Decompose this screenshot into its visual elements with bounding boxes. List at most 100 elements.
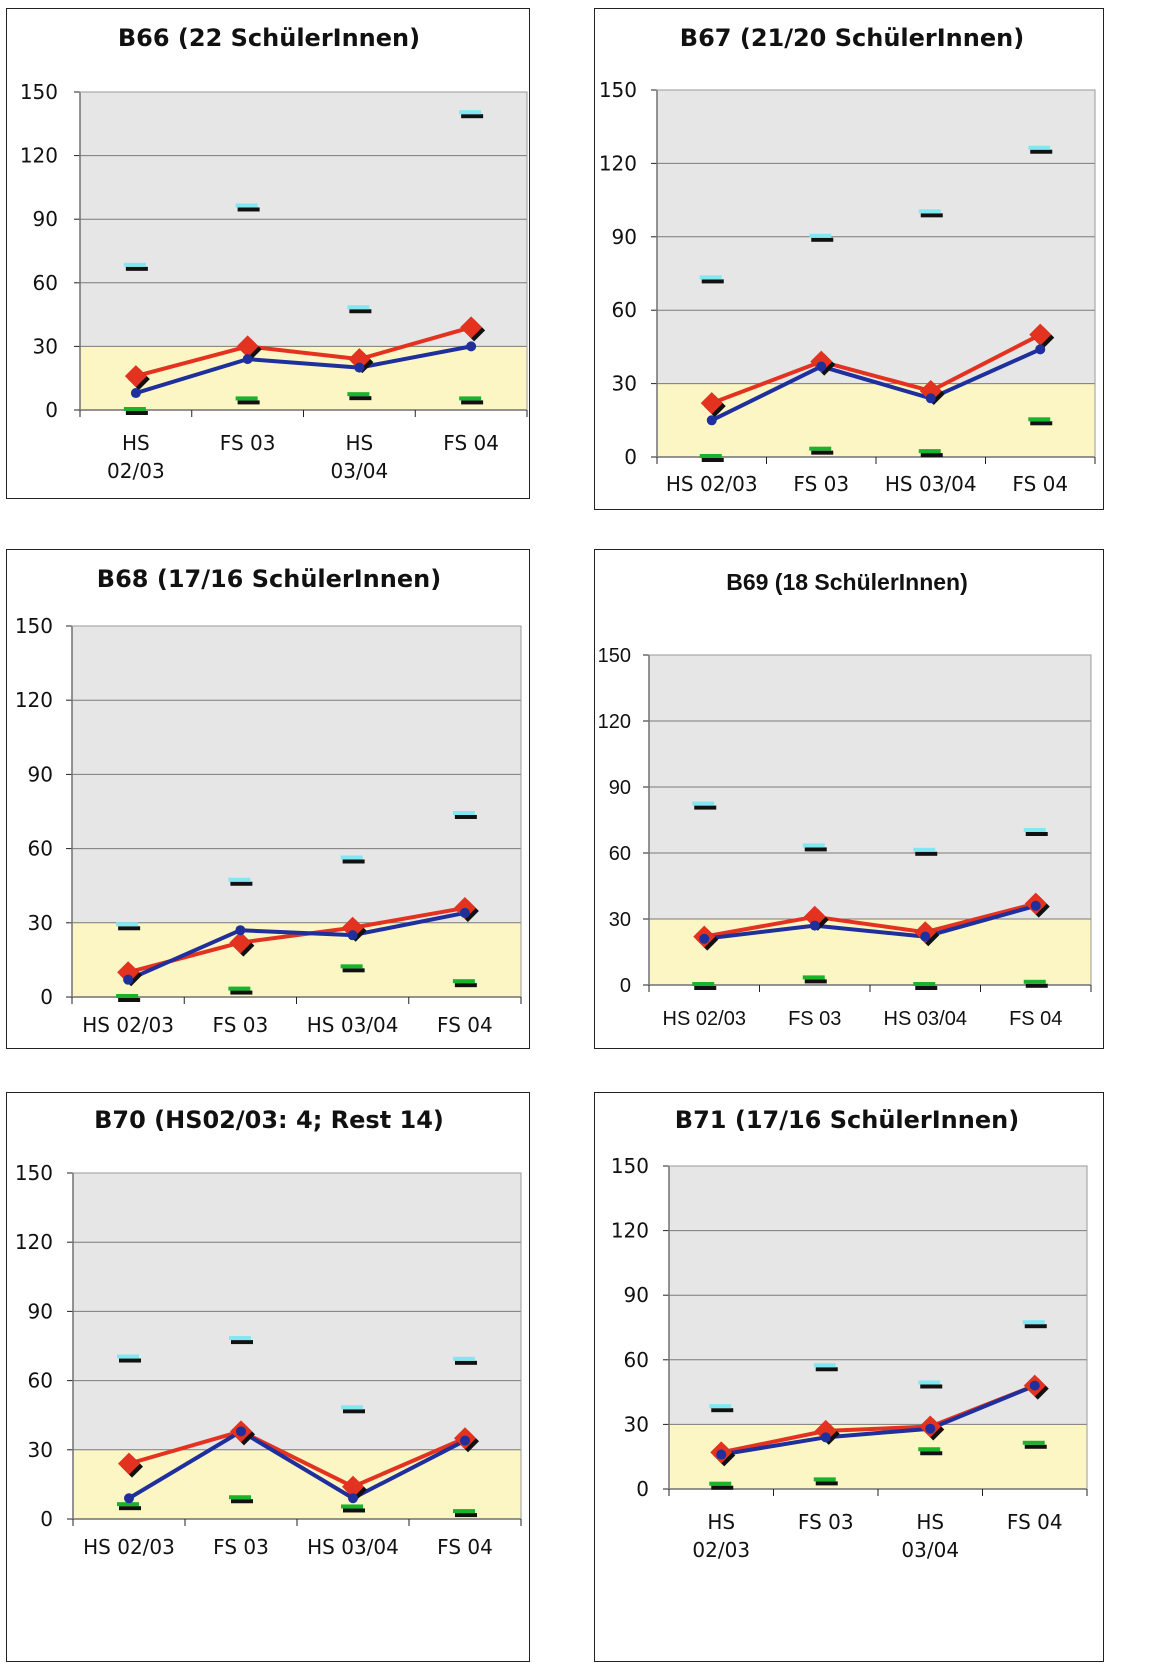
chart-panel-b70: B70 (HS02/03: 4; Rest 14) 150 120 90 60 30 0 H… <box>6 1092 530 1662</box>
x-tick-label: FS 04 <box>1007 1510 1063 1534</box>
x-tick-label: FS 04 <box>443 431 499 455</box>
lower-range-mark-shadow <box>343 1508 365 1512</box>
x-tick-label: HS <box>122 431 150 455</box>
lower-range-mark-shadow <box>461 400 483 404</box>
lower-range-mark <box>809 447 831 451</box>
upper-range-mark <box>341 855 363 859</box>
upper-range-mark <box>459 110 481 114</box>
x-tick-label: HS <box>707 1510 735 1534</box>
x-tick-label: FS 04 <box>437 1013 493 1037</box>
lower-range-mark-shadow <box>816 1481 838 1485</box>
x-tick-label: FS 04 <box>437 1535 493 1559</box>
upper-range-mark-shadow <box>694 806 716 810</box>
y-tick-label: 60 <box>28 837 53 861</box>
lower-range-mark-shadow <box>231 1499 253 1503</box>
circle-marker <box>123 975 133 985</box>
y-tick-label: 150 <box>15 614 53 638</box>
upper-range-mark-shadow <box>915 852 937 856</box>
y-tick-label: 30 <box>609 909 631 931</box>
lower-range-mark-shadow <box>343 968 365 972</box>
y-tick-label: 150 <box>15 1161 53 1185</box>
lower-range-mark-shadow <box>238 400 260 404</box>
upper-range-mark-shadow <box>343 1409 365 1413</box>
upper-range-mark <box>809 234 831 238</box>
y-tick-label: 120 <box>15 1230 53 1254</box>
y-tick-label: 0 <box>624 445 637 469</box>
y-tick-label: 90 <box>609 777 631 799</box>
circle-marker <box>235 925 245 935</box>
target-band <box>649 919 1091 985</box>
lower-range-mark <box>913 982 935 986</box>
x-tick-label: HS 03/04 <box>307 1535 399 1559</box>
upper-range-mark <box>117 1355 139 1359</box>
x-tick-label: 02/03 <box>107 459 165 483</box>
x-tick-label: 02/03 <box>692 1538 750 1562</box>
y-tick-label: 120 <box>611 1219 649 1243</box>
y-tick-label: 60 <box>624 1348 649 1372</box>
lower-range-mark-shadow <box>915 986 937 990</box>
upper-range-mark <box>692 802 714 806</box>
y-tick-label: 60 <box>612 298 637 322</box>
lower-range-mark-shadow <box>694 986 716 990</box>
y-tick-label: 150 <box>598 645 631 667</box>
circle-marker <box>348 1493 358 1503</box>
lower-range-mark-shadow <box>805 979 827 983</box>
upper-range-mark <box>453 811 475 815</box>
x-tick-label: FS 04 <box>1009 1008 1062 1030</box>
x-tick-label: FS 04 <box>1012 472 1068 496</box>
upper-range-mark <box>814 1363 836 1367</box>
circle-marker <box>816 361 826 371</box>
upper-range-mark <box>228 878 250 882</box>
y-tick-label: 30 <box>612 372 637 396</box>
lower-range-mark <box>453 1509 475 1513</box>
y-tick-label: 120 <box>598 711 631 733</box>
y-tick-label: 30 <box>624 1412 649 1436</box>
lower-range-mark-shadow <box>230 991 252 995</box>
y-tick-label: 30 <box>28 1438 53 1462</box>
circle-marker <box>926 393 936 403</box>
lower-range-mark <box>700 454 722 458</box>
lower-range-mark-shadow <box>811 451 833 455</box>
y-tick-label: 0 <box>45 398 58 422</box>
circle-marker <box>1030 1381 1040 1391</box>
y-tick-label: 0 <box>636 1477 649 1501</box>
upper-range-mark-shadow <box>921 213 943 217</box>
y-tick-label: 120 <box>15 688 53 712</box>
chart-title: B67 (21/20 SchülerInnen) <box>680 24 1024 52</box>
lower-range-mark <box>1028 417 1050 421</box>
lower-range-mark-shadow <box>921 453 943 457</box>
lower-range-mark-shadow <box>1025 1445 1047 1449</box>
lower-range-mark <box>1023 1441 1045 1445</box>
upper-range-mark <box>709 1404 731 1408</box>
upper-range-mark <box>803 843 825 847</box>
lower-range-mark-shadow <box>1026 984 1048 988</box>
chart-panel-b67: B67 (21/20 SchülerInnen) 150 120 90 60 30 0 HS… <box>594 8 1104 510</box>
chart-title: B68 (17/16 SchülerInnen) <box>97 565 441 593</box>
upper-range-mark-shadow <box>126 267 148 271</box>
lower-range-mark <box>116 994 138 998</box>
circle-marker <box>925 1424 935 1434</box>
x-tick-label: 03/04 <box>901 1538 959 1562</box>
chart-svg-b67: B67 (21/20 SchülerInnen) 1501209060300HS… <box>595 9 1105 511</box>
lower-range-mark-shadow <box>455 983 477 987</box>
x-tick-label: HS 02/03 <box>82 1013 174 1037</box>
y-tick-label: 30 <box>28 911 53 935</box>
upper-range-mark <box>236 203 258 207</box>
upper-range-mark-shadow <box>349 309 371 313</box>
lower-range-mark <box>341 1504 363 1508</box>
upper-range-mark-shadow <box>118 926 140 930</box>
upper-range-mark-shadow <box>711 1408 733 1412</box>
upper-range-mark <box>229 1336 251 1340</box>
lower-range-mark-shadow <box>702 458 724 462</box>
y-tick-label: 90 <box>33 207 58 231</box>
upper-range-mark-shadow <box>231 1340 253 1344</box>
lower-range-mark <box>236 396 258 400</box>
lower-range-mark-shadow <box>349 396 371 400</box>
upper-range-mark <box>347 305 369 309</box>
lower-range-mark-shadow <box>1030 421 1052 425</box>
upper-range-mark-shadow <box>920 1384 942 1388</box>
lower-range-mark <box>124 407 146 411</box>
lower-range-mark-shadow <box>455 1513 477 1517</box>
y-tick-label: 150 <box>611 1154 649 1178</box>
upper-range-mark-shadow <box>816 1367 838 1371</box>
